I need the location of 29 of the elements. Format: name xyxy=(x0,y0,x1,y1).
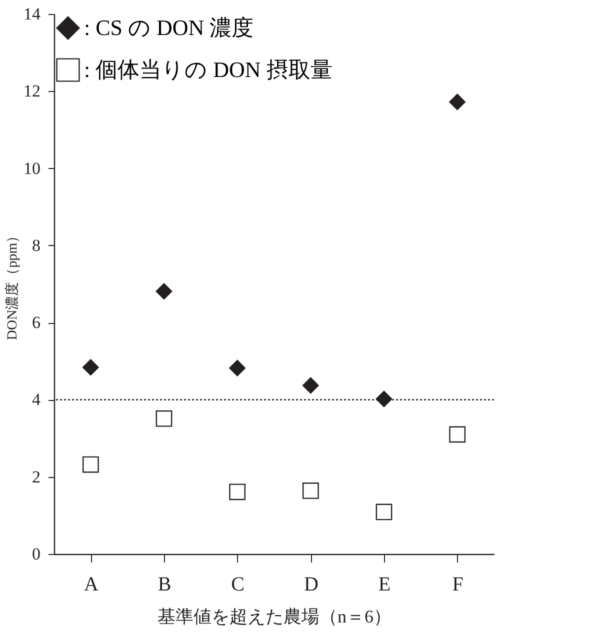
point xyxy=(376,504,392,520)
point xyxy=(156,410,172,427)
x-tick-label: B xyxy=(158,574,172,596)
point xyxy=(302,482,319,499)
y-tick-label: 14 xyxy=(24,4,41,24)
y-tick-label: 4 xyxy=(32,390,41,410)
y-tick-label: 2 xyxy=(32,467,40,486)
y-tick-label: 10 xyxy=(24,158,40,178)
x-tick-label: F xyxy=(452,574,464,596)
point xyxy=(156,283,172,300)
x-tick-label: A xyxy=(84,574,99,596)
y-tick-label: 12 xyxy=(24,82,40,101)
y-tick-label: 6 xyxy=(32,313,40,332)
point xyxy=(449,426,466,443)
point xyxy=(82,456,99,473)
legend-label: : 個体当りの DON 摂取量 xyxy=(84,57,332,82)
point xyxy=(229,484,246,500)
point xyxy=(229,360,246,376)
x-tick-label: E xyxy=(378,574,391,596)
legend-label: : CS の DON 濃度 xyxy=(84,15,254,40)
y-tick-label: 0 xyxy=(32,544,40,564)
point xyxy=(449,94,466,110)
x-tick-label: C xyxy=(231,574,245,596)
point xyxy=(302,377,319,394)
x-axis-title: 基準値を超えた農場（n＝6） xyxy=(158,606,392,626)
y-axis-title: DON濃度（ppm） xyxy=(4,228,20,340)
y-tick-label: 8 xyxy=(32,236,40,255)
point xyxy=(82,359,99,376)
x-tick-label: D xyxy=(304,574,318,596)
